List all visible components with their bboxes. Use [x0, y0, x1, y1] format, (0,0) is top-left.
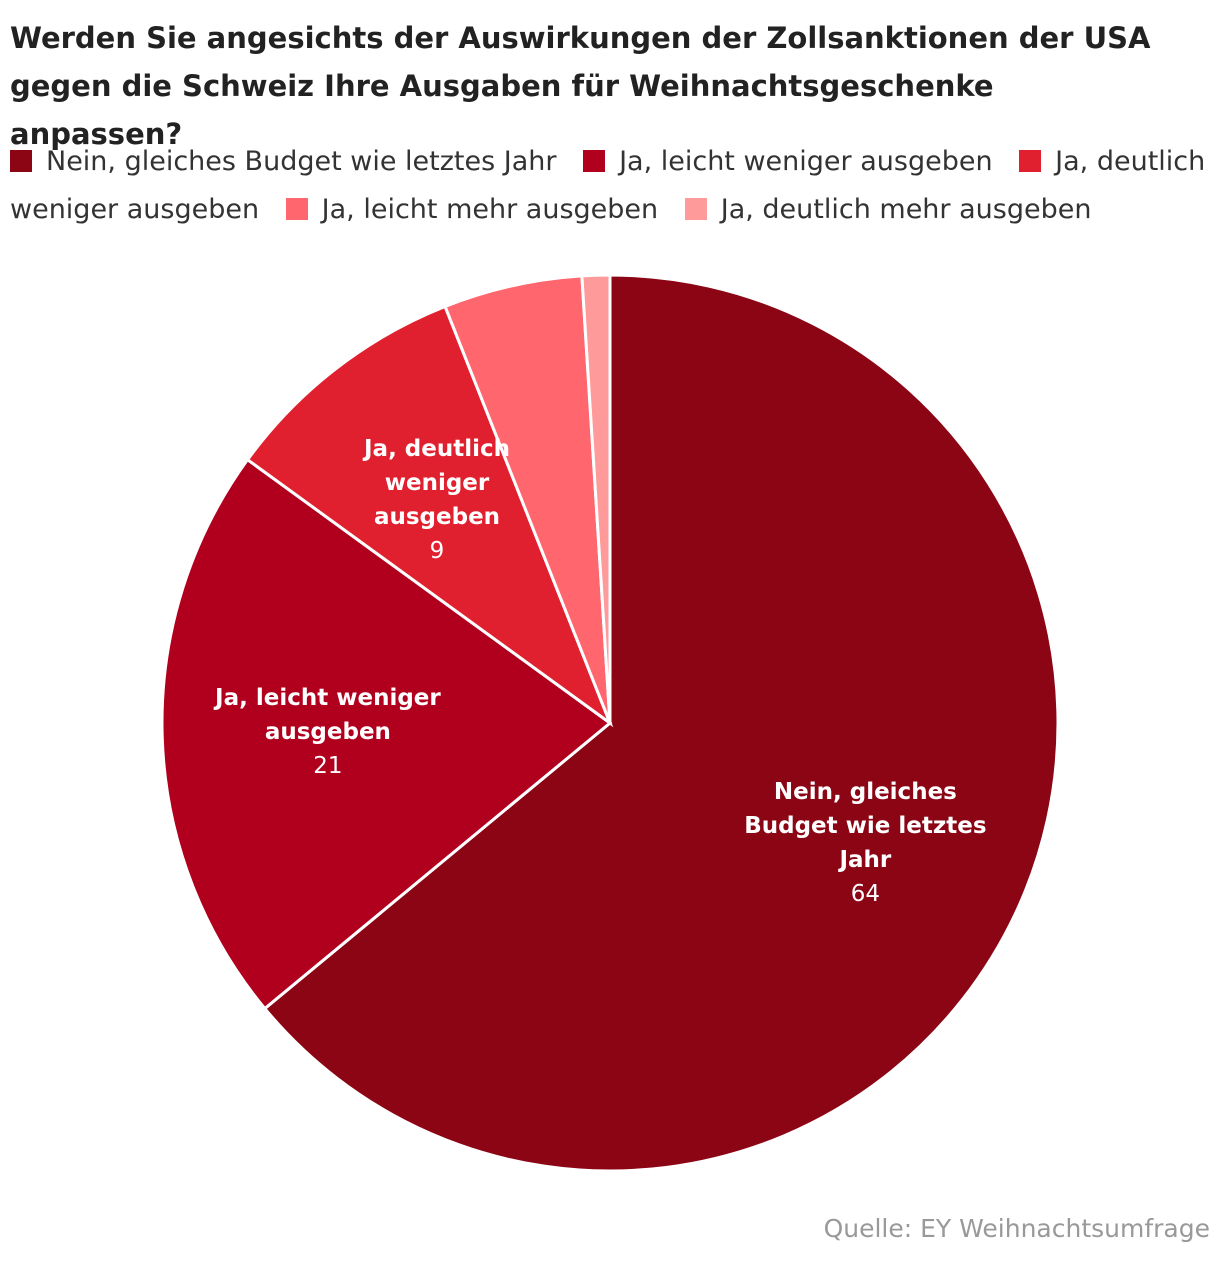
legend-label: Nein, gleiches Budget wie letztes Jahr — [46, 146, 557, 177]
legend: Nein, gleiches Budget wie letztes Jahr J… — [10, 138, 1215, 234]
pie-slice — [262, 273, 1060, 1173]
legend-item: Ja, leicht mehr ausgeben — [285, 194, 685, 225]
slice-value: 64 — [850, 881, 881, 908]
legend-swatch — [583, 150, 606, 172]
slice-name: Ja, leicht weniger ausgeben — [215, 684, 441, 745]
legend-swatch — [10, 150, 32, 172]
legend-item: Nein, gleiches Budget wie letztes Jahr — [10, 146, 583, 177]
slice-name: Nein, gleiches Budget wie letztes Jahr — [744, 779, 987, 874]
legend-swatch — [285, 198, 308, 220]
legend-label: Ja, leicht weniger ausgeben — [619, 146, 993, 177]
source: Quelle: EY Weihnachtsumfrage — [823, 1214, 1210, 1243]
slice-label-box: Ja, deutlich weniger ausgeben 9 — [357, 410, 517, 590]
legend-item: Ja, leicht weniger ausgeben — [583, 146, 1019, 177]
slice-label: Ja, deutlich weniger ausgeben 9 — [357, 410, 517, 590]
pie-slice — [160, 457, 613, 1011]
slice-label: Ja, leicht weniger ausgeben 21 — [203, 642, 453, 822]
legend-swatch — [684, 198, 707, 220]
slice-label-box: Nein, gleiches Budget wie letztes Jahr 64 — [740, 753, 990, 933]
pie-slice — [580, 273, 612, 724]
slice-label: Nein, gleiches Budget wie letztes Jahr 64 — [740, 753, 990, 933]
pie-slice — [245, 304, 614, 728]
legend-label: Ja, deutlich mehr ausgeben — [720, 194, 1092, 225]
legend-swatch — [1019, 150, 1042, 172]
legend-item: Ja, deutlich weniger ausgeben — [10, 146, 1205, 225]
chart: Nein, gleiches Budget wie letztes Jahr 64… — [160, 273, 1060, 1173]
legend-label: Ja, leicht mehr ausgeben — [321, 194, 659, 225]
slice-label-box: Ja, leicht weniger ausgeben 21 — [203, 642, 453, 822]
slice-value: 21 — [313, 752, 343, 779]
slice-name: Ja, deutlich weniger ausgeben — [363, 435, 511, 530]
chart-title: Werden Sie angesichts der Auswirkungen d… — [10, 21, 1151, 151]
legend-label: Ja, deutlich weniger ausgeben — [10, 146, 1206, 225]
slice-value: 9 — [429, 537, 445, 564]
legend-item: Ja, deutlich mehr ausgeben — [684, 194, 1110, 225]
